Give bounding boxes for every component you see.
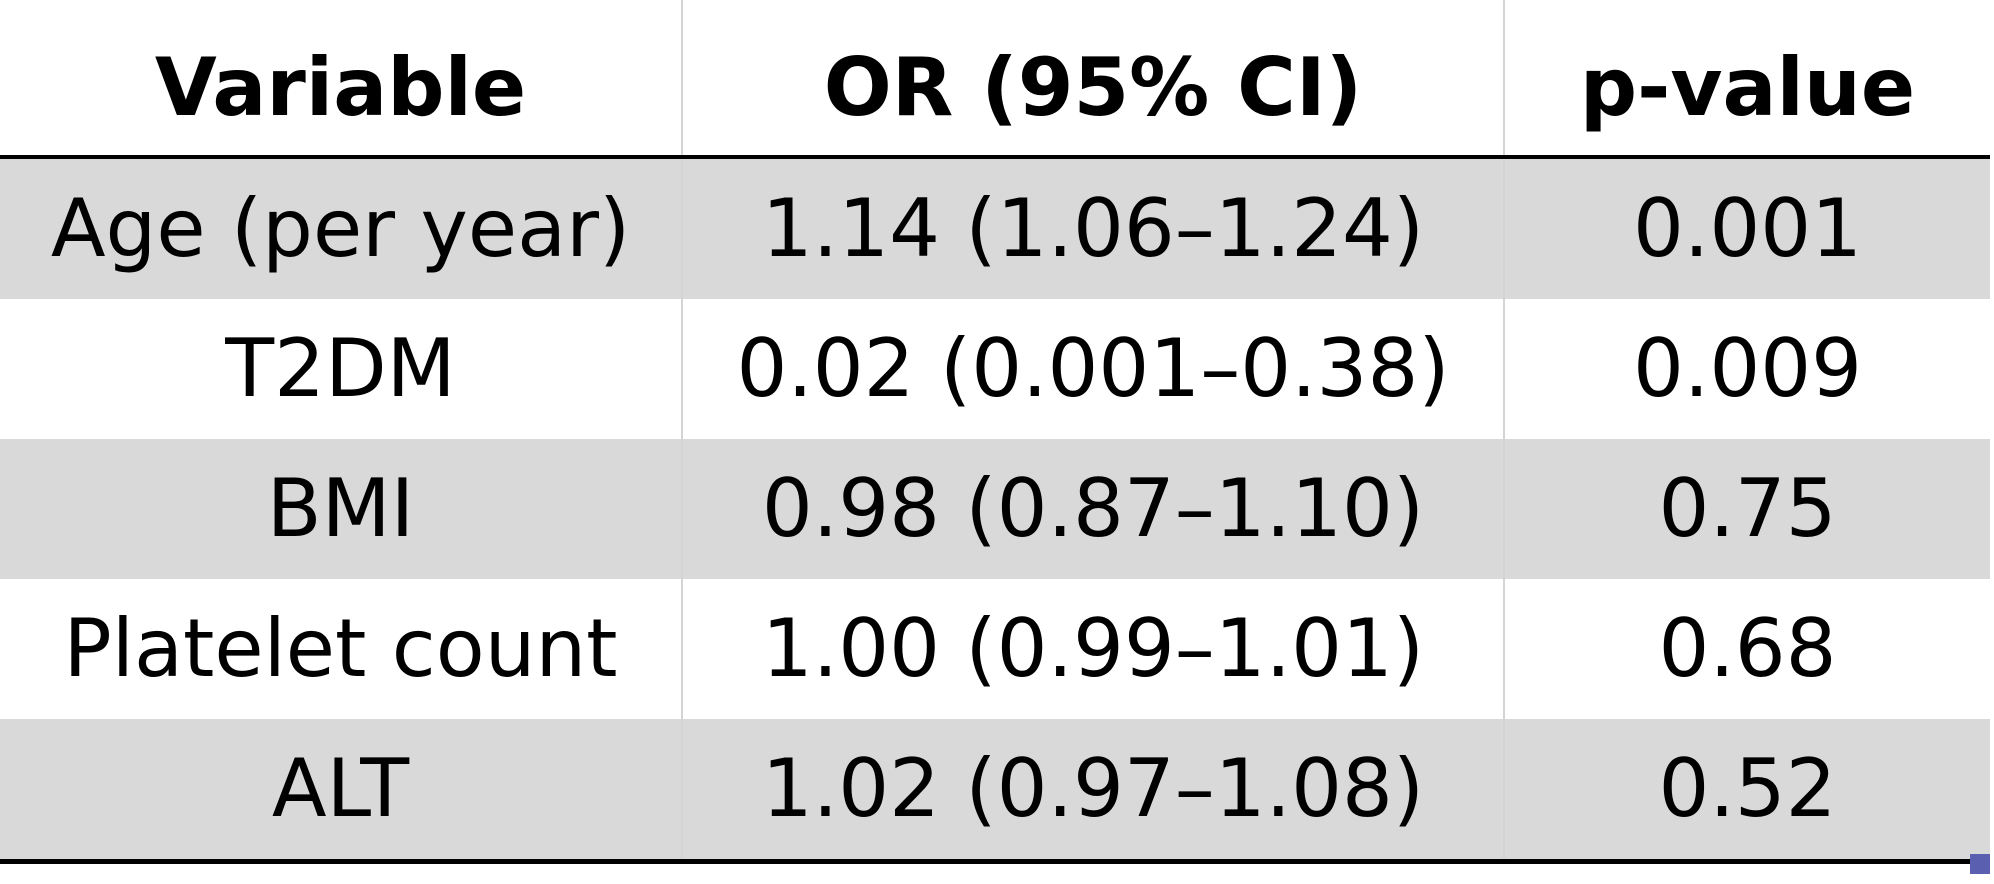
cell-variable: BMI [0, 439, 682, 579]
cell-or-ci: 1.14 (1.06–1.24) [681, 157, 1504, 299]
table-row: T2DM 0.02 (0.001–0.38) 0.009 [0, 299, 1990, 439]
table-row: ALT 1.02 (0.97–1.08) 0.52 [0, 719, 1990, 864]
header-or-ci: OR (95% CI) [681, 0, 1504, 159]
cell-p-value: 0.001 [1503, 157, 1990, 299]
cell-or-ci: 0.02 (0.001–0.38) [681, 299, 1504, 439]
table-header-row: Variable OR (95% CI) p-value [0, 0, 1990, 159]
cell-p-value: 0.009 [1503, 299, 1990, 439]
cell-variable: ALT [0, 719, 682, 864]
table-row: Age (per year) 1.14 (1.06–1.24) 0.001 [0, 157, 1990, 299]
table-row: Platelet count 1.00 (0.99–1.01) 0.68 [0, 579, 1990, 719]
cell-or-ci: 0.98 (0.87–1.10) [681, 439, 1504, 579]
header-p-value: p-value [1503, 0, 1990, 159]
cell-p-value: 0.52 [1503, 719, 1990, 864]
cell-variable: Age (per year) [0, 157, 682, 299]
header-variable: Variable [0, 0, 682, 159]
cell-variable: Platelet count [0, 579, 682, 719]
cell-p-value: 0.75 [1503, 439, 1990, 579]
cell-or-ci: 1.02 (0.97–1.08) [681, 719, 1504, 864]
odds-ratio-table: Variable OR (95% CI) p-value Age (per ye… [0, 0, 1990, 864]
cell-variable: T2DM [0, 299, 682, 439]
table-row: BMI 0.98 (0.87–1.10) 0.75 [0, 439, 1990, 579]
cell-or-ci: 1.00 (0.99–1.01) [681, 579, 1504, 719]
cell-p-value: 0.68 [1503, 579, 1990, 719]
selection-handle[interactable] [1970, 854, 1990, 874]
